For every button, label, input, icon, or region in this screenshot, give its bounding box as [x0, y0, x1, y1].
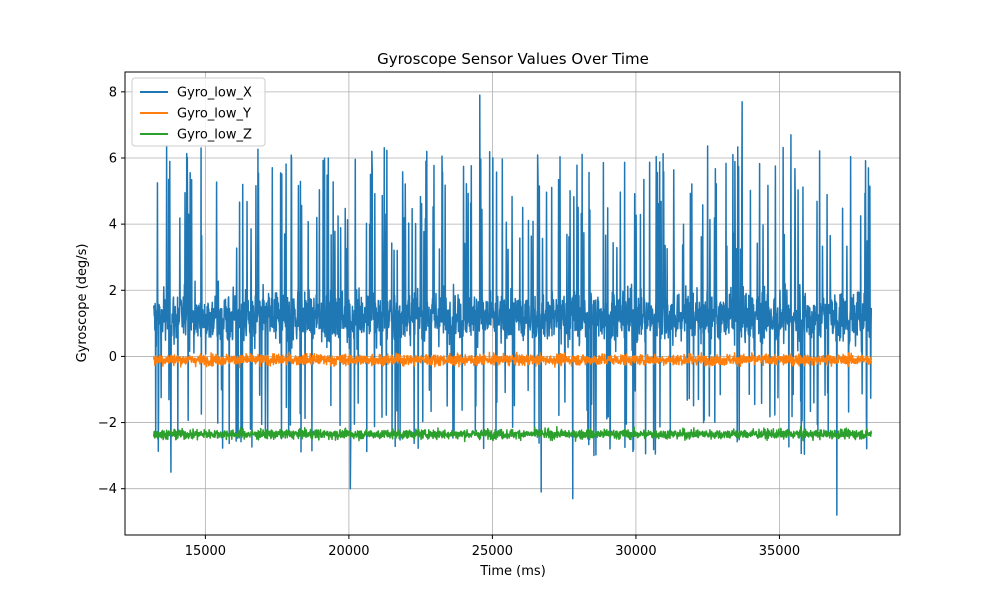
series-line-gyro-low-y — [152, 351, 873, 369]
legend-entry: Gyro_low_X — [177, 86, 252, 101]
x-axis-label: Time (ms) — [479, 564, 546, 579]
y-tick-label: −2 — [98, 416, 117, 431]
x-tick-label: 35000 — [759, 544, 800, 559]
y-tick-label: 2 — [109, 284, 117, 299]
chart-title: Gyroscope Sensor Values Over Time — [377, 50, 649, 68]
x-tick-label: 20000 — [328, 544, 369, 559]
legend-box — [131, 77, 266, 147]
y-tick-label: −4 — [98, 482, 117, 497]
y-axis-ticks: −4 −2 0 2 4 6 8 — [98, 85, 125, 497]
series-layer — [152, 94, 873, 516]
x-tick-label: 25000 — [472, 544, 513, 559]
series-line-gyro-low-z — [152, 425, 873, 443]
legend-entry: Gyro_low_Z — [177, 128, 252, 143]
x-tick-label: 30000 — [615, 544, 656, 559]
y-axis-label: Gyroscope (deg/s) — [75, 244, 90, 363]
y-tick-label: 6 — [109, 151, 117, 166]
y-tick-label: 0 — [109, 350, 117, 365]
plot-frame — [124, 71, 901, 536]
legend: Gyro_low_X Gyro_low_Y Gyro_low_Z — [131, 77, 266, 147]
legend-entry: Gyro_low_Y — [177, 107, 251, 122]
x-tick-label: 15000 — [185, 544, 226, 559]
y-tick-label: 4 — [109, 218, 117, 233]
x-axis-ticks: 15000 20000 25000 30000 35000 — [185, 535, 800, 559]
y-tick-label: 8 — [109, 85, 117, 100]
